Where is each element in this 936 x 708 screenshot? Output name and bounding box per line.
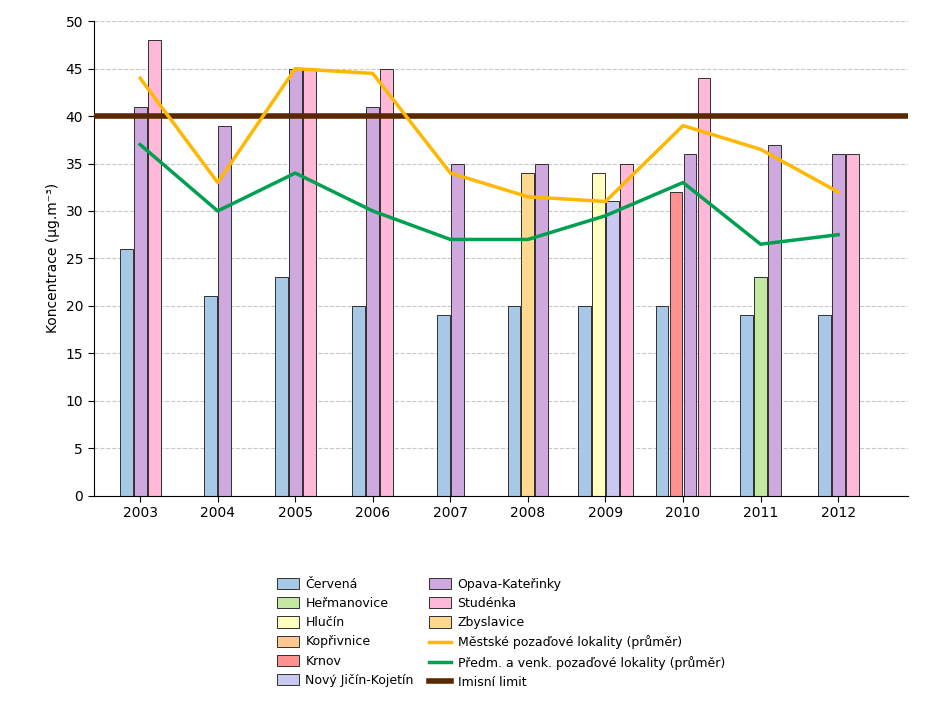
Bar xyxy=(592,173,605,496)
Bar xyxy=(754,278,767,496)
Bar xyxy=(535,164,548,496)
Bar xyxy=(669,192,682,496)
Bar xyxy=(578,306,591,496)
Bar xyxy=(289,69,301,496)
Bar xyxy=(697,78,710,496)
Bar xyxy=(204,297,217,496)
Bar xyxy=(366,107,379,496)
Bar xyxy=(302,69,315,496)
Bar xyxy=(380,69,393,496)
Bar xyxy=(353,306,365,496)
Bar xyxy=(451,164,463,496)
Bar xyxy=(832,154,844,496)
Bar xyxy=(768,144,781,496)
Legend: Červená, Heřmanovice, Hlučín, Kopřivnice, Krnov, Nový Jičín-Kojetín, Opava-Kateř: Červená, Heřmanovice, Hlučín, Kopřivnice… xyxy=(277,578,724,689)
Bar xyxy=(845,154,858,496)
Bar xyxy=(134,107,147,496)
Bar xyxy=(275,278,287,496)
Bar xyxy=(507,306,520,496)
Bar xyxy=(683,154,696,496)
Bar xyxy=(818,315,830,496)
Bar xyxy=(148,40,160,496)
Bar xyxy=(437,315,450,496)
Y-axis label: Koncentrace (μg.m⁻³): Koncentrace (μg.m⁻³) xyxy=(46,183,60,333)
Bar xyxy=(606,202,619,496)
Bar xyxy=(740,315,753,496)
Bar xyxy=(655,306,668,496)
Bar xyxy=(521,173,534,496)
Bar xyxy=(120,249,133,496)
Bar xyxy=(218,125,231,496)
Bar xyxy=(620,164,633,496)
